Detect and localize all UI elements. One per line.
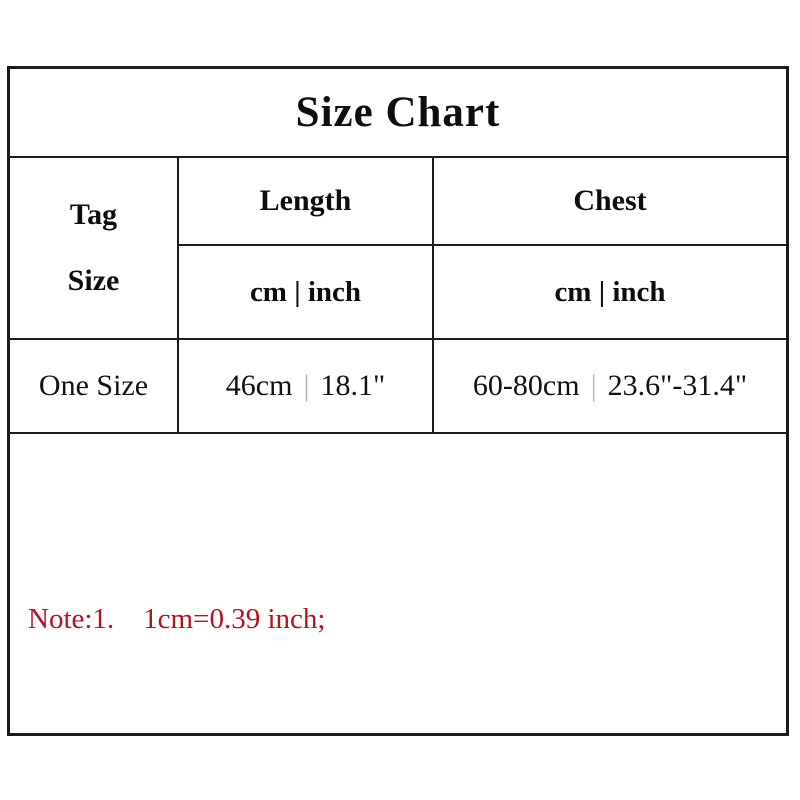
chest-cm-value: 60-80cm xyxy=(472,369,580,402)
notes-section: Note:1. 1cm=0.39 inch; 2. Item size info… xyxy=(10,434,786,800)
note-line-2: 2. Item size information manual measurem… xyxy=(28,784,786,800)
unit-header-length: cm | inch xyxy=(179,246,434,338)
length-cm-value: 46cm xyxy=(225,369,293,402)
tag-size-header-cell: Tag Size xyxy=(10,158,179,338)
chart-title: Size Chart xyxy=(10,69,786,158)
tag-header-line1: Tag xyxy=(69,198,118,231)
tag-header-line2: Size xyxy=(67,264,120,297)
row-chest-value: 60-80cm | 23.6"-31.4" xyxy=(434,340,786,432)
chest-inch-value: 23.6"-31.4" xyxy=(607,369,748,402)
row-tag-size-value: One Size xyxy=(10,340,179,432)
length-separator: | xyxy=(303,369,310,402)
table-row: One Size 46cm | 18.1" 60-80cm | 23.6"-31.4" xyxy=(10,338,786,434)
column-header-chest: Chest xyxy=(434,158,786,246)
table-header: Tag Size Length Chest cm | inch cm | inc… xyxy=(10,158,786,338)
row-length-value: 46cm | 18.1" xyxy=(179,340,434,432)
unit-header-chest: cm | inch xyxy=(554,275,666,308)
length-inch-value: 18.1" xyxy=(320,369,386,402)
chest-separator: | xyxy=(590,369,597,402)
column-header-length: Length xyxy=(179,158,434,246)
note-line-1: Note:1. 1cm=0.39 inch; xyxy=(28,603,326,635)
size-chart-table: Size Chart Tag Size Length Chest cm | in… xyxy=(7,66,789,736)
